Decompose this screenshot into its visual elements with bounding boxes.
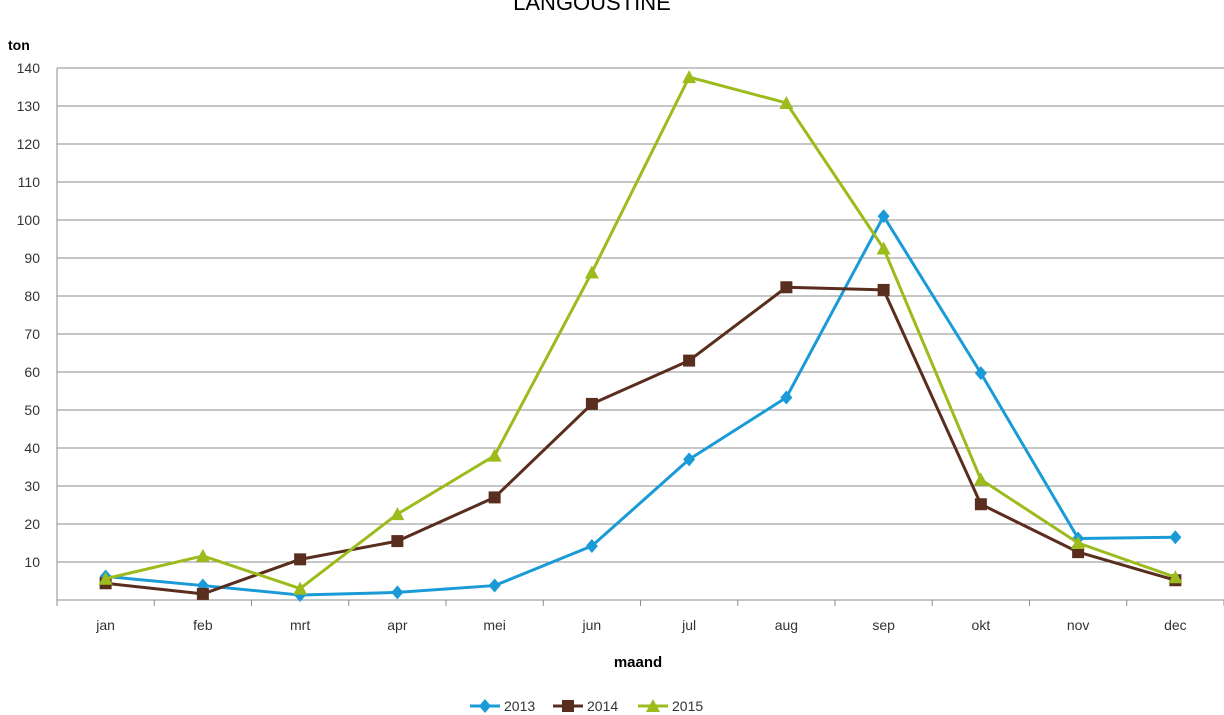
- legend-item-2013: 2013: [470, 698, 535, 714]
- x-tick-label: sep: [872, 617, 895, 633]
- x-tick-label: jan: [95, 617, 115, 633]
- legend-marker: [479, 699, 491, 713]
- x-tick-label: dec: [1164, 617, 1187, 633]
- y-tick-label: 90: [24, 250, 40, 266]
- legend-marker: [646, 699, 660, 712]
- x-tick-label: mrt: [290, 617, 310, 633]
- y-tick-label: 20: [24, 516, 40, 532]
- data-point-2013-aug: [780, 390, 793, 405]
- y-tick-label: 60: [24, 364, 40, 380]
- y-tick-label: 70: [24, 326, 40, 342]
- y-tick-label: 10: [24, 554, 40, 570]
- data-point-2014-mrt: [294, 553, 307, 566]
- data-point-2014-apr: [391, 535, 404, 548]
- series-group: [98, 70, 1183, 603]
- x-axis-label: maand: [614, 654, 662, 671]
- y-tick-label: 100: [17, 212, 41, 228]
- data-point-2015-apr: [390, 507, 405, 521]
- legend-label: 2013: [504, 698, 535, 714]
- legend-label: 2015: [672, 698, 703, 714]
- data-point-2014-nov: [1072, 546, 1085, 559]
- y-tick-label: 30: [24, 478, 40, 494]
- data-point-2015-okt: [973, 472, 988, 486]
- y-tick-label: 50: [24, 402, 40, 418]
- axes: [56, 68, 1224, 606]
- data-point-2014-jun: [585, 397, 598, 410]
- x-tick-label: aug: [775, 617, 798, 633]
- data-point-2015-jun: [584, 265, 599, 279]
- y-tick-label: 140: [17, 60, 41, 76]
- legend: 2013 2014 2015: [470, 698, 703, 714]
- data-point-2015-feb: [195, 548, 210, 562]
- data-point-2015-mei: [487, 448, 502, 462]
- x-tick-label: apr: [387, 617, 408, 633]
- data-point-2013-sep: [877, 209, 890, 224]
- data-point-2013-jun: [585, 539, 598, 554]
- legend-item-2015: 2015: [638, 698, 703, 714]
- data-point-2015-jan: [98, 571, 113, 585]
- data-point-2014-jul: [683, 354, 696, 367]
- legend-label: 2014: [587, 698, 618, 714]
- data-point-2015-dec: [1168, 570, 1183, 584]
- data-point-2013-apr: [391, 585, 404, 600]
- data-point-2015-aug: [779, 95, 794, 109]
- x-tick-label: okt: [972, 617, 991, 633]
- series-line-2015: [105, 75, 1176, 591]
- y-tick-label: 110: [18, 174, 41, 190]
- series-line-2014: [105, 285, 1176, 596]
- data-point-2015-mrt: [293, 581, 308, 595]
- legend-marker: [562, 700, 574, 712]
- data-point-2014-feb: [196, 587, 209, 600]
- data-point-2013-mei: [488, 578, 501, 593]
- x-tick-label: nov: [1067, 617, 1090, 633]
- legend-item-2014: 2014: [553, 698, 618, 714]
- series-2013: [99, 209, 1182, 603]
- series-2015: [98, 70, 1183, 595]
- x-tick-label: jul: [681, 617, 696, 633]
- data-point-2013-dec: [1169, 530, 1182, 545]
- data-point-2014-mei: [488, 491, 501, 504]
- y-axis-label: ton: [8, 37, 30, 53]
- data-point-2013-okt: [974, 366, 987, 381]
- data-point-2015-nov: [1071, 536, 1086, 549]
- series-line-2013: [105, 214, 1176, 597]
- x-tick-label: mei: [483, 617, 506, 633]
- data-point-2013-jul: [683, 452, 696, 467]
- x-axis-ticks: jan feb mrt apr mei jun jul aug sep okt nov dec: [95, 617, 1186, 633]
- chart-title: LANGOUSTINE: [513, 0, 671, 15]
- x-tick-label: feb: [193, 617, 213, 633]
- data-point-2015-jul: [682, 70, 697, 84]
- y-tick-label: 120: [17, 136, 41, 152]
- x-tick-label: jun: [582, 617, 602, 633]
- data-point-2014-sep: [877, 283, 890, 296]
- data-point-2014-okt: [974, 498, 987, 511]
- data-point-2014-aug: [780, 281, 793, 294]
- gridlines: [57, 67, 1224, 563]
- y-tick-label: 130: [17, 98, 41, 114]
- y-tick-label: 80: [24, 288, 40, 304]
- data-point-2015-sep: [876, 241, 891, 255]
- y-tick-label: 40: [24, 440, 40, 456]
- y-axis-ticks: 10 20 30 40 50 60 70 80 90 100 110 120 130 140: [17, 60, 41, 570]
